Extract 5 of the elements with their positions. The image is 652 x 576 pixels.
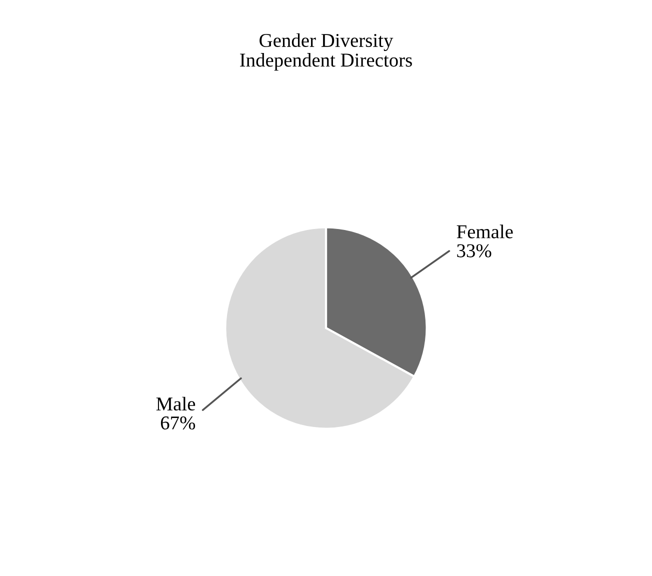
slice-label: Male: [156, 396, 196, 411]
chart-title: Gender Diversity Independent Directors: [240, 33, 412, 71]
data-label: 33%: [457, 244, 492, 258]
data-label: 67%: [160, 416, 196, 430]
slice-label: Female: [456, 224, 513, 238]
